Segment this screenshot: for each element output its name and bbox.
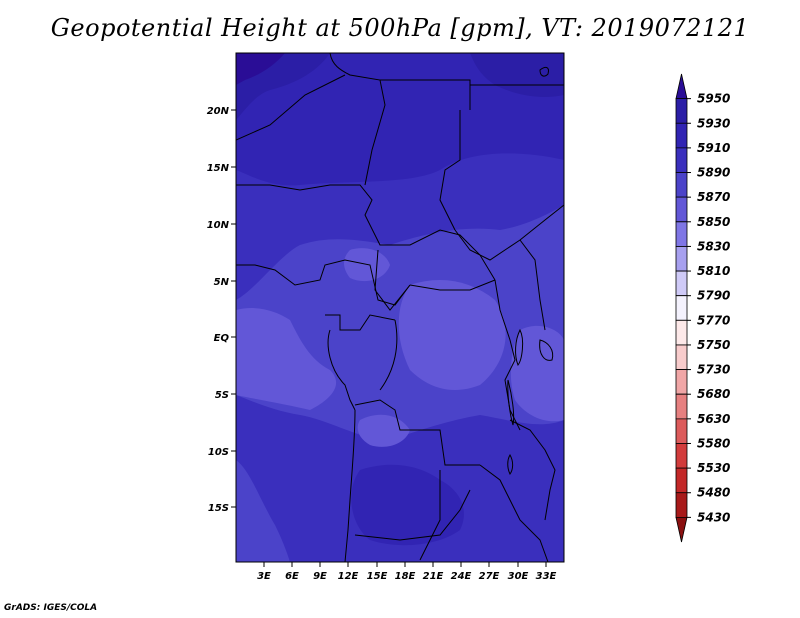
field-5850-congo (398, 280, 506, 390)
colorbar-label: 5870 (697, 190, 730, 204)
colorbar-label: 5810 (697, 264, 730, 278)
colorbar-swatch (675, 393, 688, 420)
lat-label-10s: 10S (208, 447, 229, 458)
colorbar-swatch (675, 122, 688, 149)
colorbar-swatch (675, 98, 688, 124)
colorbar-swatch (675, 73, 688, 100)
field-5910-north (236, 53, 564, 186)
colorbar-swatch (675, 344, 688, 370)
colorbar: 5950 5930 5910 5890 5870 5850 5830 5810 5790 5770… (675, 73, 730, 543)
map-frame (235, 52, 565, 563)
colorbar-label: 5790 (697, 289, 730, 303)
lat-label-10n: 10N (207, 220, 230, 231)
colorbar-swatch (675, 246, 688, 272)
colorbar-label: 5850 (697, 215, 730, 229)
grads-credit: GrADS: IGES/COLA (4, 603, 98, 613)
lat-label-15n: 15N (207, 163, 230, 174)
lat-label-15s: 15S (208, 503, 229, 514)
height-field (236, 53, 564, 562)
colorbar-label: 5750 (697, 338, 730, 352)
colorbar-label: 5580 (697, 436, 730, 450)
lon-label-9e: 9E (313, 571, 327, 582)
colorbar-swatch (675, 270, 688, 297)
colorbar-swatch (675, 443, 688, 469)
lon-label-12e: 12E (338, 571, 359, 582)
colorbar-label: 5770 (697, 313, 730, 327)
lon-label-6e: 6E (285, 571, 299, 582)
lat-label-20n: 20N (207, 106, 230, 117)
colorbar-label: 5680 (697, 387, 730, 401)
lakes (507, 66, 554, 475)
map-title: Geopotential Height at 500hPa [gpm], VT:… (50, 14, 750, 42)
colorbar-label: 5630 (697, 412, 730, 426)
colorbar-label: 5530 (697, 461, 730, 475)
lon-label-3e: 3E (257, 571, 271, 582)
colorbar-swatch (675, 492, 688, 518)
colorbar-label: 5890 (697, 166, 730, 180)
lon-label-18e: 18E (395, 571, 416, 582)
longitude-axis: 3E 6E 9E 12E 15E 18E 21E 24E 27E 30E 33E (257, 562, 557, 582)
lon-label-27e: 27E (479, 571, 500, 582)
field-5950-corner (236, 53, 285, 85)
colorbar-label: 5910 (697, 141, 730, 155)
colorbar-label: 5480 (697, 486, 730, 500)
colorbar-swatch (675, 295, 688, 321)
colorbar-swatch (675, 516, 688, 543)
field-5870-southwest (236, 460, 290, 562)
field-5850-east (510, 325, 564, 422)
latitude-axis: 20N 15N 10N 5N EQ 5S 10S 15S (207, 106, 236, 514)
lat-label-5s: 5S (215, 390, 229, 401)
field-5910-south (351, 464, 464, 546)
lat-label-5n: 5N (214, 277, 230, 288)
lon-label-33e: 33E (536, 571, 557, 582)
lon-label-15e: 15E (367, 571, 388, 582)
lon-label-30e: 30E (508, 571, 529, 582)
colorbar-swatch (675, 221, 688, 247)
colorbar-label: 5730 (697, 363, 730, 377)
colorbar-swatch (675, 418, 688, 444)
colorbar-swatch (675, 369, 688, 395)
lat-label-eq: EQ (214, 333, 230, 344)
lon-label-21e: 21E (423, 571, 444, 582)
field-5930-northeast (470, 53, 564, 97)
colorbar-label: 5950 (697, 92, 730, 106)
colorbar-label: 5430 (697, 510, 730, 524)
colorbar-label: 5930 (697, 116, 730, 130)
colorbar-swatch (675, 467, 688, 494)
colorbar-swatch (675, 172, 688, 198)
colorbar-label: 5830 (697, 239, 730, 253)
lon-label-24e: 24E (451, 571, 472, 582)
field-5850-angola (357, 414, 410, 447)
colorbar-swatch (675, 319, 688, 346)
colorbar-swatch (675, 147, 688, 173)
field-5850-west (236, 308, 337, 410)
colorbar-swatch (675, 196, 688, 223)
